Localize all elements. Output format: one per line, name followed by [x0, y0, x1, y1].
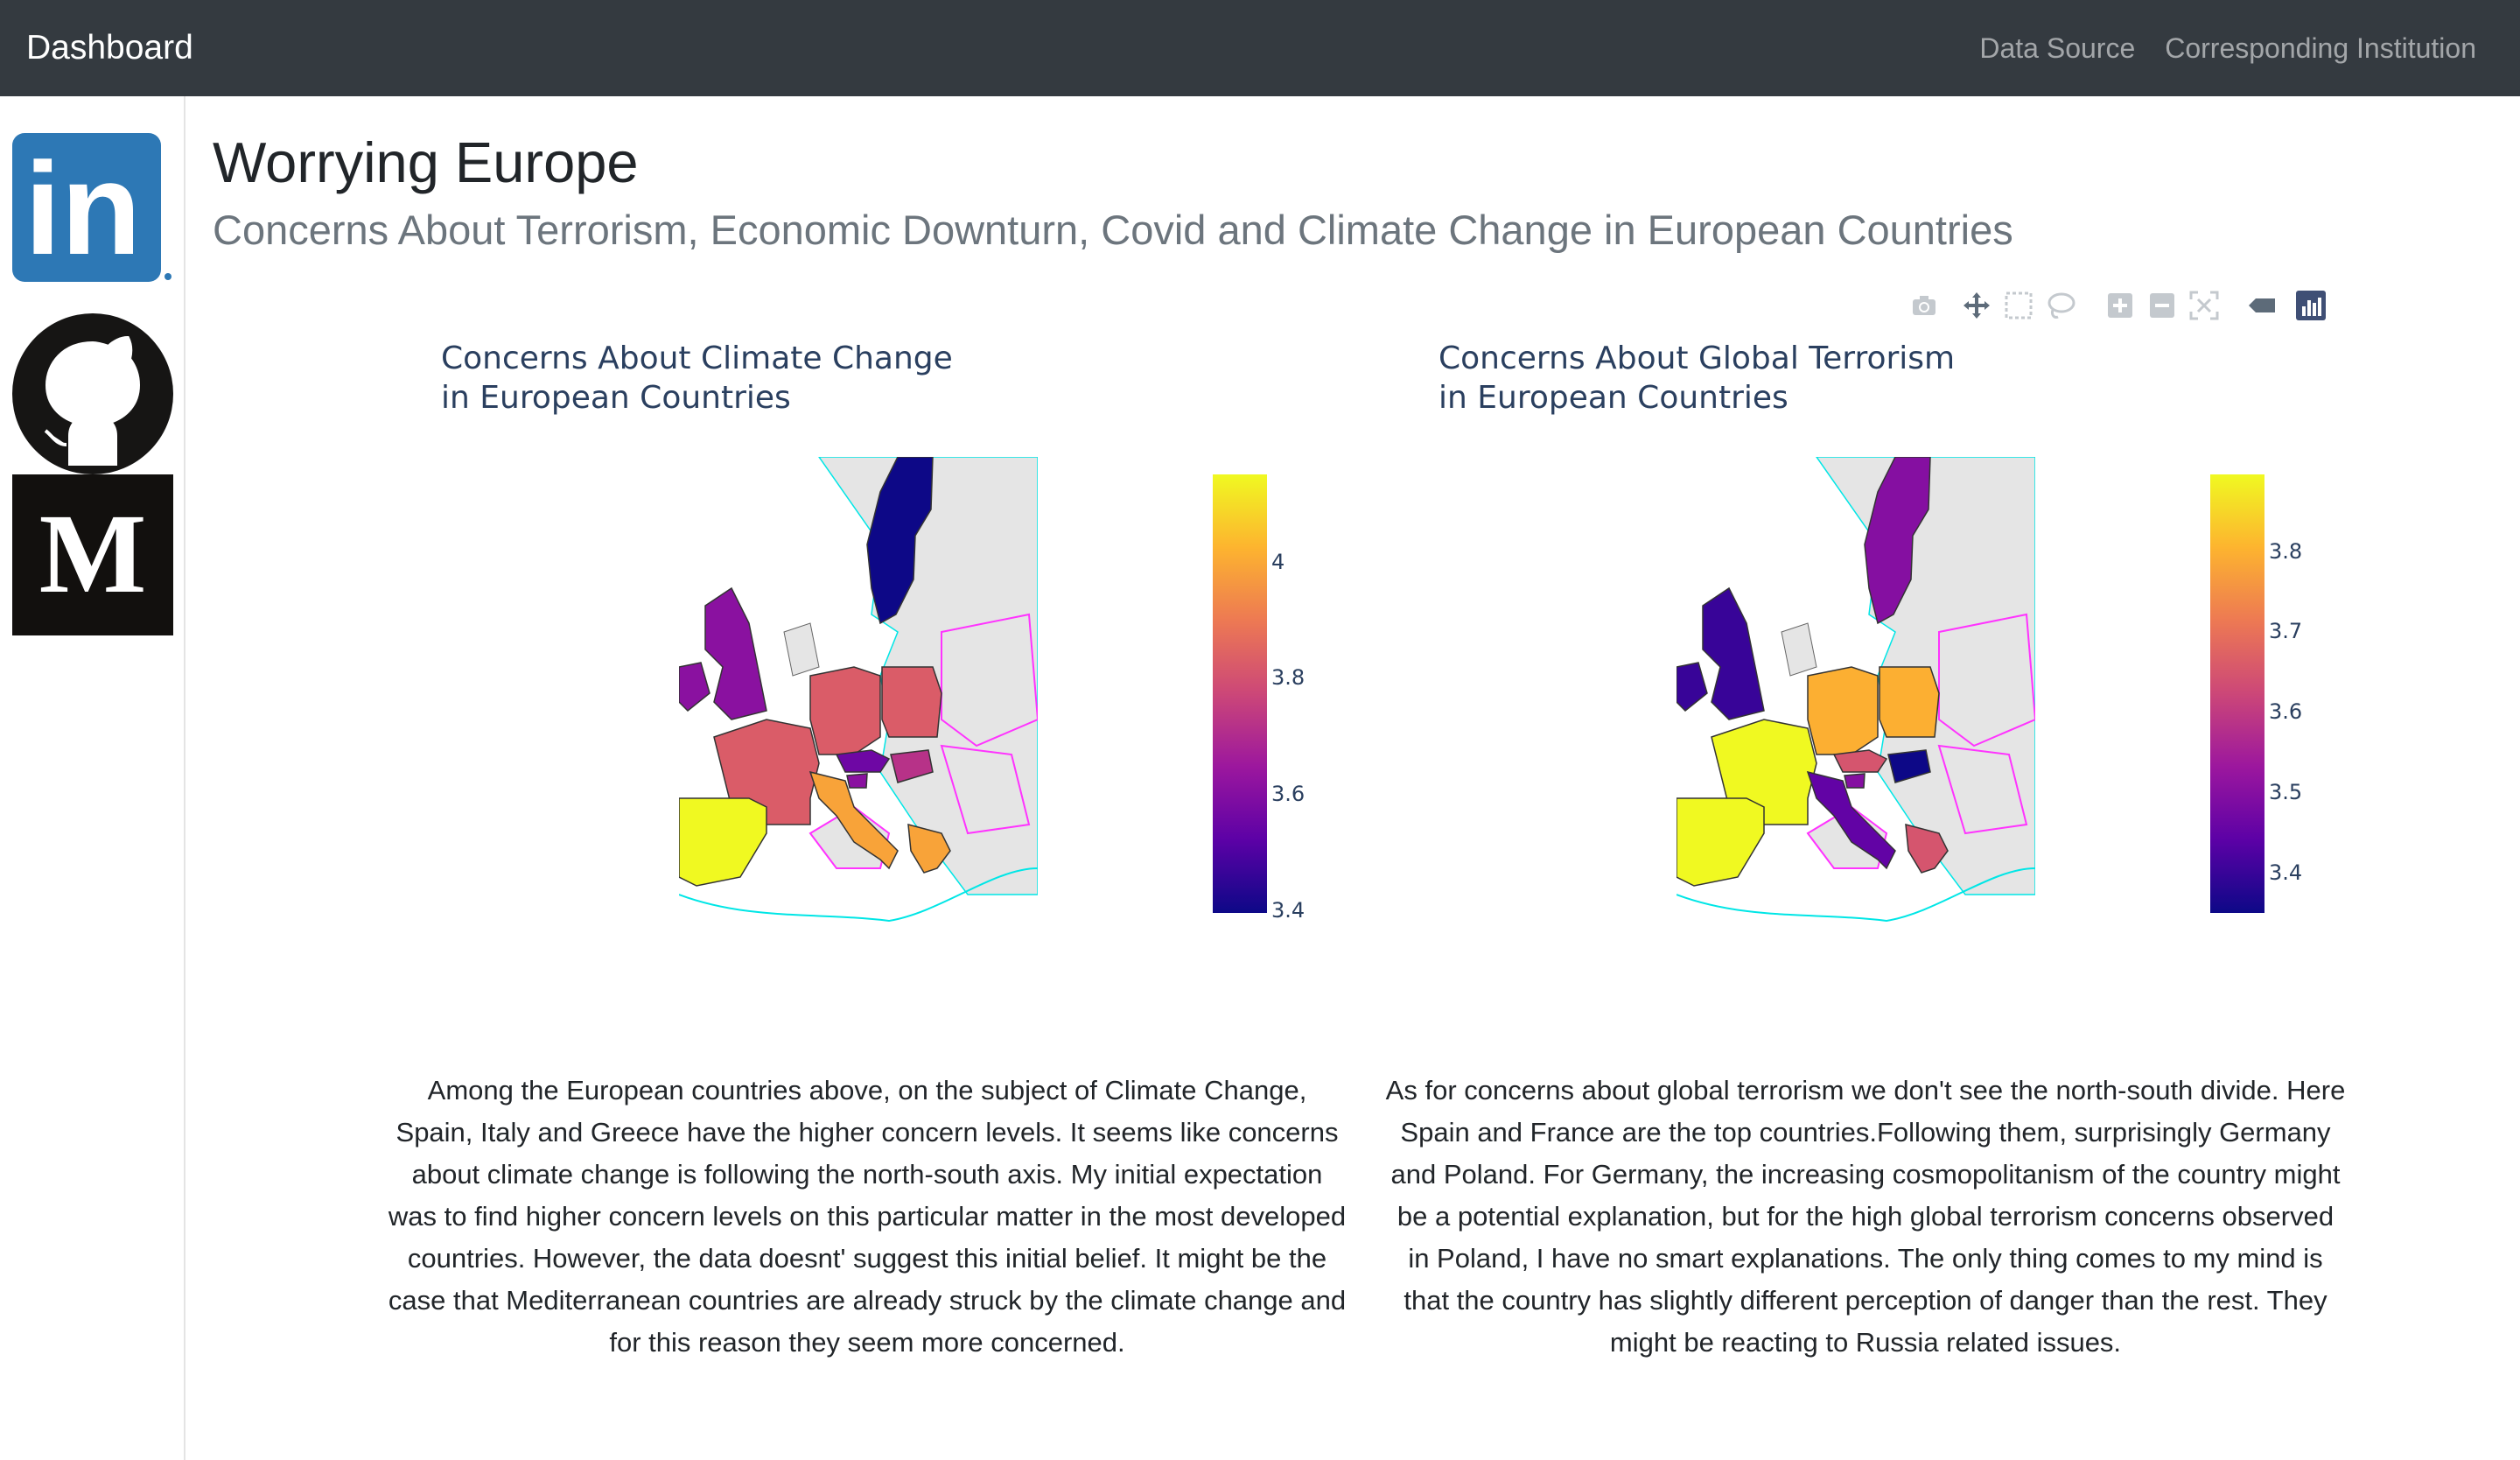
- choropleth-map-global-terrorism[interactable]: [1676, 457, 2035, 930]
- chart-title-global-terrorism: Concerns About Global Terrorism in Europ…: [1438, 339, 1955, 418]
- climate-change-commentary: Among the European countries above, on t…: [388, 1075, 1347, 1358]
- svg-text:in: in: [24, 135, 141, 282]
- country-spain[interactable]: [1676, 797, 1765, 887]
- autoscale-icon[interactable]: [2188, 289, 2221, 322]
- chart-title-line-1: Concerns About Global Terrorism: [1438, 340, 1956, 376]
- zoom-out-icon[interactable]: [2146, 289, 2179, 322]
- colorbar-tick: 3.8: [1271, 665, 1306, 690]
- medium-icon[interactable]: M: [12, 474, 173, 635]
- nav-link-data-source[interactable]: Data Source: [1979, 32, 2136, 64]
- country-sweden[interactable]: [1864, 457, 1931, 625]
- chart-title-climate-change: Concerns About Climate Change in Europea…: [441, 339, 953, 418]
- colorbar-tick: 3.6: [1271, 782, 1306, 806]
- navbar-brand[interactable]: Dashboard: [26, 29, 193, 67]
- svg-text:M: M: [39, 491, 147, 617]
- colorbar-climate-change: [1213, 474, 1267, 913]
- navbar-links: Data Source Corresponding Institution: [1979, 32, 2476, 65]
- plotly-logo-icon[interactable]: [2294, 289, 2328, 322]
- country-germany[interactable]: [809, 666, 881, 755]
- country-austria[interactable]: [835, 749, 891, 773]
- country-germany[interactable]: [1807, 666, 1879, 755]
- country-austria[interactable]: [1832, 749, 1888, 773]
- country-italy[interactable]: [1806, 770, 1896, 870]
- lasso-icon[interactable]: [2044, 289, 2077, 322]
- country-united-kingdom[interactable]: [704, 586, 767, 720]
- plotly-modebar: [1899, 289, 2336, 324]
- country-sweden[interactable]: [866, 457, 934, 625]
- chart-title-line-2: in European Countries: [1438, 380, 1788, 416]
- country-slovenia[interactable]: [1844, 773, 1866, 789]
- country-ireland[interactable]: [1676, 662, 1708, 712]
- colorbar-tick: 3.8: [2269, 539, 2303, 564]
- pan-icon[interactable]: [1960, 289, 1993, 322]
- nav-link-corresponding-institution[interactable]: Corresponding Institution: [2165, 32, 2476, 64]
- country-united-kingdom[interactable]: [1702, 586, 1765, 720]
- zoom-in-icon[interactable]: [2104, 289, 2137, 322]
- country-italy[interactable]: [808, 770, 899, 870]
- page-title: Worrying Europe: [213, 130, 639, 194]
- hover-icon[interactable]: [2245, 289, 2278, 322]
- country-ireland[interactable]: [679, 662, 710, 712]
- camera-icon[interactable]: [1908, 289, 1941, 322]
- choropleth-map-climate-change[interactable]: [679, 457, 1038, 930]
- country-hungary[interactable]: [890, 749, 934, 783]
- linkedin-icon[interactable]: in: [12, 124, 173, 285]
- github-icon[interactable]: [12, 313, 173, 474]
- country-spain[interactable]: [679, 797, 767, 887]
- country-poland[interactable]: [881, 666, 942, 738]
- colorbar-tick: 3.7: [2269, 619, 2303, 643]
- country-greece[interactable]: [1905, 823, 1949, 874]
- top-navbar: Dashboard Data Source Corresponding Inst…: [0, 0, 2520, 96]
- colorbar-tick: 3.5: [2269, 780, 2303, 804]
- country-poland[interactable]: [1879, 666, 1940, 738]
- colorbar-tick: 3.6: [2269, 699, 2303, 724]
- page-subtitle: Concerns About Terrorism, Economic Downt…: [213, 207, 2013, 253]
- terrorism-commentary: As for concerns about global terrorism w…: [1385, 1075, 2346, 1358]
- chart-title-line-1: Concerns About Climate Change: [441, 340, 953, 376]
- social-sidebar: in M: [0, 96, 186, 1460]
- box-select-icon[interactable]: [2002, 289, 2035, 322]
- country-hungary[interactable]: [1887, 749, 1931, 783]
- colorbar-tick: 3.4: [1271, 898, 1306, 923]
- country-greece[interactable]: [907, 823, 951, 874]
- colorbar-global-terrorism: [2210, 474, 2264, 913]
- colorbar-tick: 4: [1271, 550, 1285, 574]
- chart-title-line-2: in European Countries: [441, 380, 791, 416]
- country-slovenia[interactable]: [846, 773, 868, 789]
- colorbar-tick: 3.4: [2269, 860, 2303, 885]
